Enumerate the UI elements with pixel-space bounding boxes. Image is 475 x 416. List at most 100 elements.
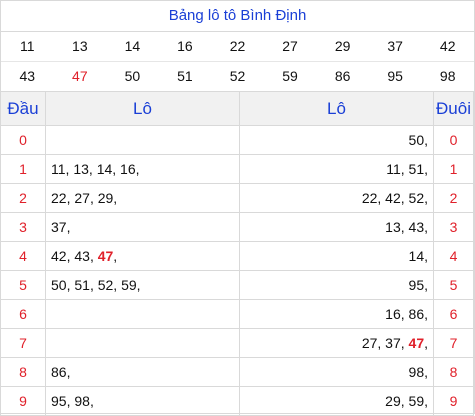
table-row: 3 37, 13, 43, 3 [0, 212, 474, 242]
header-lo-left: Lô [45, 91, 240, 126]
lo-number: 16 [120, 161, 136, 177]
lottery-number: 14 [124, 38, 141, 54]
duoi-cell: 8 [433, 357, 474, 387]
lo-right-cell: 29, 59, [239, 386, 434, 416]
lo-left-cell [45, 125, 240, 155]
header-dau: Đầu [0, 91, 46, 126]
lo-number: 22 [361, 190, 378, 206]
lottery-number: 27 [282, 38, 298, 54]
dau-cell: 6 [0, 299, 46, 329]
lo-number: 51 [408, 161, 425, 177]
lottery-number: 95 [368, 61, 422, 91]
lo-number: 59 [408, 393, 425, 409]
dau-cell: 5 [0, 270, 46, 300]
table-row: 8 86, 98, 8 [0, 357, 474, 387]
table-header-row: Đầu Lô Lô Đuôi [0, 91, 474, 126]
lo-number: 47 [408, 335, 425, 351]
dau-cell: 4 [0, 241, 46, 271]
dau-cell: 2 [0, 183, 46, 213]
lo-number: 98 [408, 364, 425, 380]
lo-number: 37 [51, 219, 67, 235]
lo-right-cell: 13, 43, [239, 212, 434, 242]
header-lo-right: Lô [239, 91, 434, 126]
lo-number: 27 [74, 190, 90, 206]
lo-number: 11 [386, 161, 401, 177]
duoi-cell: 3 [433, 212, 474, 242]
dau-cell: 9 [0, 386, 46, 416]
lo-right-cell: 11, 51, [239, 154, 434, 184]
lottery-number: 59 [263, 61, 317, 91]
lo-number: 59 [121, 277, 137, 293]
dau-cell: 3 [0, 212, 46, 242]
lo-left-cell: 37, [45, 212, 240, 242]
lo-number: 52 [408, 190, 425, 206]
lottery-number: 37 [387, 38, 403, 54]
duoi-cell: 7 [433, 328, 474, 358]
lo-left-cell: 86, [45, 357, 240, 387]
lottery-number: 52 [211, 61, 264, 91]
numbers-grid: 11 13 14 16 22 27 29 37 42 43 47 50 51 52 59 86 95 98 [1, 32, 474, 91]
lo-number: 29 [385, 393, 401, 409]
lottery-number: 42 [439, 38, 456, 54]
lo-right-cell: 50, [239, 125, 434, 155]
table-row: 6 16, 86, 6 [0, 299, 474, 329]
lo-number: 14 [408, 248, 425, 264]
lo-right-cell: 16, 86, [239, 299, 434, 329]
table-row: 7 27, 37, 47, 7 [0, 328, 474, 358]
lottery-number: 43 [1, 61, 54, 91]
dau-cell: 8 [0, 357, 46, 387]
lo-right-cell: 95, [239, 270, 434, 300]
header-duoi: Đuôi [433, 91, 474, 126]
duoi-cell: 9 [433, 386, 474, 416]
lo-number: 43 [74, 248, 90, 264]
lo-number: 95 [51, 393, 67, 409]
lo-number: 47 [97, 248, 114, 264]
duoi-cell: 5 [433, 270, 474, 300]
lo-number: 50 [51, 277, 67, 293]
loto-table: Đầu Lô Lô Đuôi 0 50, 0 1 11, 13, 14, 16, 11, … [0, 91, 474, 416]
lo-number: 11 [51, 161, 66, 177]
lottery-number: 51 [158, 61, 212, 91]
lo-number: 13 [385, 219, 401, 235]
lo-left-cell [45, 299, 240, 329]
duoi-cell: 4 [433, 241, 474, 271]
lo-number: 98 [74, 393, 90, 409]
lo-right-cell: 22, 42, 52, [239, 183, 434, 213]
duoi-cell: 0 [433, 125, 474, 155]
lo-left-cell: 11, 13, 14, 16, [45, 154, 240, 184]
lo-right-cell: 14, [239, 241, 434, 271]
lottery-number: 22 [229, 38, 246, 54]
lottery-number: 11 [20, 38, 35, 54]
lo-left-cell: 42, 43, 47, [45, 241, 240, 271]
dau-cell: 0 [0, 125, 46, 155]
table-row: 0 50, 0 [0, 125, 474, 155]
lo-number: 95 [408, 277, 425, 293]
lottery-number: 86 [316, 61, 369, 91]
lo-number: 13 [73, 161, 89, 177]
lo-number: 43 [408, 219, 425, 235]
lo-number: 86 [51, 364, 67, 380]
lo-number: 42 [385, 190, 401, 206]
lo-number: 52 [97, 277, 114, 293]
lo-number: 51 [74, 277, 90, 293]
lo-right-cell: 27, 37, 47, [239, 328, 434, 358]
lottery-number: 98 [421, 61, 474, 91]
lo-left-cell: 95, 98, [45, 386, 240, 416]
lottery-number: 29 [334, 38, 351, 54]
lo-number: 50 [408, 132, 425, 148]
dau-cell: 1 [0, 154, 46, 184]
lo-number: 42 [51, 248, 67, 264]
lo-right-cell: 98, [239, 357, 434, 387]
lo-number: 29 [97, 190, 114, 206]
table-row: 5 50, 51, 52, 59, 95, 5 [0, 270, 474, 300]
lottery-number: 13 [72, 38, 88, 54]
duoi-cell: 6 [433, 299, 474, 329]
table-row: 2 22, 27, 29, 22, 42, 52, 2 [0, 183, 474, 213]
lottery-number: 50 [106, 61, 159, 91]
board-title: Bảng lô tô Bình Định [1, 1, 474, 32]
table-row: 9 95, 98, 29, 59, 9 [0, 386, 474, 416]
lo-left-cell [45, 328, 240, 358]
duoi-cell: 2 [433, 183, 474, 213]
lo-number: 27 [361, 335, 378, 351]
duoi-cell: 1 [433, 154, 474, 184]
